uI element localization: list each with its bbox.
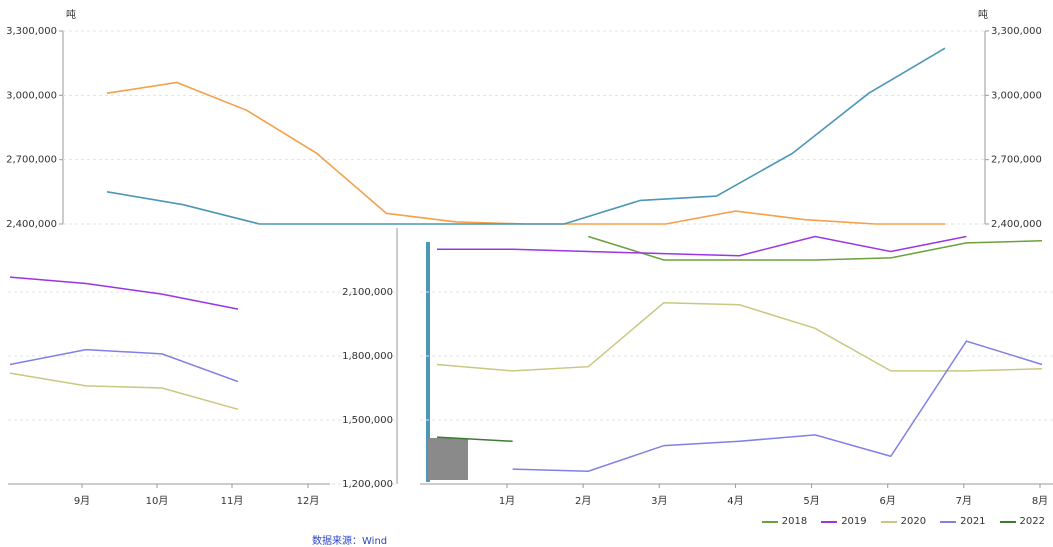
y-tick-label-lower-left: 1,800,000 [342,351,393,362]
chart-main-panel: 吨吨 3,300,000 3,300,000 3,000,000 3,000,000 2,… [0,0,1053,228]
x-tick-label: 5月 [803,495,819,507]
series-line-top-1 [107,48,945,224]
data-source: 数据来源：Wind [312,532,387,547]
y-tick-label-right: 3,000,000 [991,90,1042,101]
legend-label: 2018 [782,516,807,527]
y-tick-label-left: 2,400,000 [6,219,57,228]
y-tick-label-right: 2,700,000 [991,155,1042,166]
legend-swatch [821,521,837,523]
y-tick-label-right: 3,300,000 [991,26,1042,37]
y-tick-label-lower-left: 2,100,000 [342,287,393,298]
series-line-right-0 [588,237,1042,261]
x-tick-label: 6月 [880,495,896,507]
legend-label: 2022 [1020,516,1045,527]
chart-main-svg: 吨吨3,300,000 3,300,0003,000,000 3,000,0002,… [0,0,1053,228]
x-tick-label: 4月 [727,495,743,507]
y-unit-left: 吨 [66,8,76,21]
x-tick-label: 3月 [651,495,667,507]
y-tick-label-lower-left: 1,200,000 [342,479,393,490]
x-tick-label: 11月 [221,495,244,507]
chart-fragment-right: 2,100,0001,800,0001,500,0001,200,0001月2月… [420,228,1053,518]
x-tick-label: 9月 [74,495,90,507]
chart-fragment-right-svg: 2,100,0001,800,0001,500,0001,200,0001月2月… [420,228,1053,518]
legend-swatch [1000,521,1016,523]
series-line-right-2 [437,303,1042,371]
x-tick-label: 1月 [499,495,515,507]
x-tick-label: 10月 [146,495,169,507]
y-tick-label-lower-left: 1,500,000 [342,415,393,426]
y-tick-label-right: 2,400,000 [991,219,1042,228]
series-line-top-0 [107,83,945,225]
legend-label: 2021 [960,516,985,527]
y-tick-label-left: 2,700,000 [6,155,57,166]
series-line-right-1 [437,237,966,256]
series-line-left-2 [10,373,238,409]
legend-item[interactable]: 2020 [881,516,926,527]
x-tick-label: 12月 [297,495,320,507]
y-unit-right: 吨 [978,8,988,21]
legend-label: 2020 [901,516,926,527]
y-tick-label-left: 3,000,000 [6,90,57,101]
x-tick-label: 7月 [956,495,972,507]
legend-item[interactable]: 2019 [821,516,866,527]
legend-item[interactable]: 2022 [1000,516,1045,527]
legend-label: 2019 [841,516,866,527]
legend-swatch [881,521,897,523]
chart-fragment-left-svg: 2,100,000 1,800,000 1,500,000 1,200,000 9月 10… [0,228,420,518]
chart-legend: 2018 2019 2020 2021 2022 [762,516,1045,527]
legend-item[interactable]: 2021 [940,516,985,527]
legend-swatch [940,521,956,523]
x-tick-label: 8月 [1032,495,1048,507]
x-tick-label: 2月 [575,495,591,507]
series-line-right-3 [513,341,1042,471]
chart-fragment-left: 2,100,000 1,800,000 1,500,000 1,200,000 9月 10… [0,228,420,518]
y-tick-label-left: 3,300,000 [6,26,57,37]
series-line-left-1 [10,350,238,382]
grey-block [428,438,468,480]
legend-item[interactable]: 2018 [762,516,807,527]
legend-swatch [762,521,778,523]
series-line-left-0 [10,277,238,309]
